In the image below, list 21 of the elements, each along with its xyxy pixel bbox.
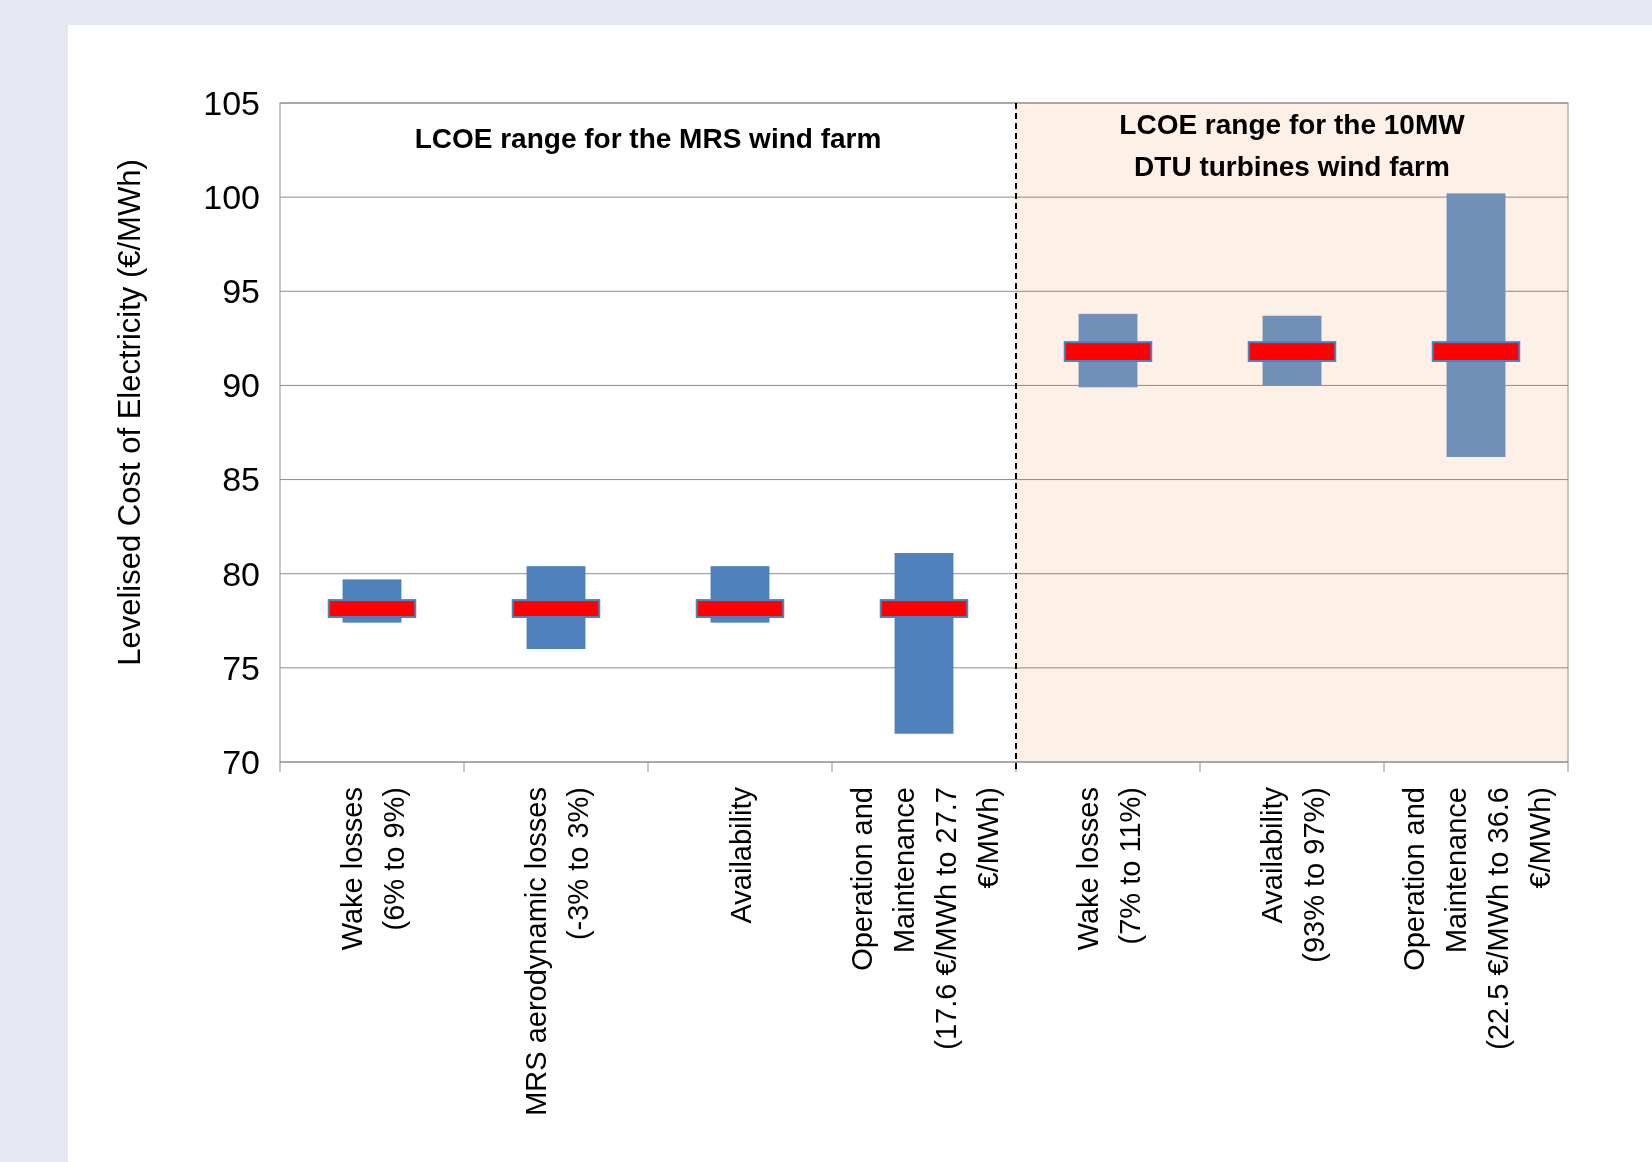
x-tick-label: Availability <box>725 786 757 924</box>
x-tick-label: Availability (93% to 97%) <box>1256 786 1330 963</box>
x-tick-label: Wake losses (7% to 11%) <box>1072 787 1146 951</box>
x-tick-label: Operation and Maintenance (17.6 €/MWh to 27.7 €/MWh) <box>846 787 1004 1050</box>
y-tick-label: 100 <box>203 178 260 217</box>
bar <box>1063 341 1153 362</box>
x-tick-label: Wake losses (6% to 9%) <box>336 787 410 951</box>
y-tick-label: 75 <box>222 648 260 687</box>
y-tick-label: 95 <box>222 272 260 311</box>
annotation: LCOE range for the 10MW DTU turbines wind farm <box>1119 109 1466 182</box>
y-tick-label: 80 <box>222 554 260 593</box>
y-axis-title: Levelised Cost of Electricity (€/MWh) <box>112 159 147 666</box>
bar <box>1247 341 1337 362</box>
annotation: LCOE range for the MRS wind farm <box>414 123 882 154</box>
y-tick-label: 105 <box>203 83 260 122</box>
bar <box>1431 341 1521 362</box>
y-tick-label: 90 <box>222 366 260 405</box>
x-tick-label: MRS aerodynamic losses (-3% to 3%) <box>520 787 594 1116</box>
y-tick-label: 85 <box>222 460 260 499</box>
y-tick-label: 70 <box>222 742 260 781</box>
x-tick-label: Operation and Maintenance (22.5 €/MWh to 36.6 €/MWh) <box>1398 787 1556 1050</box>
